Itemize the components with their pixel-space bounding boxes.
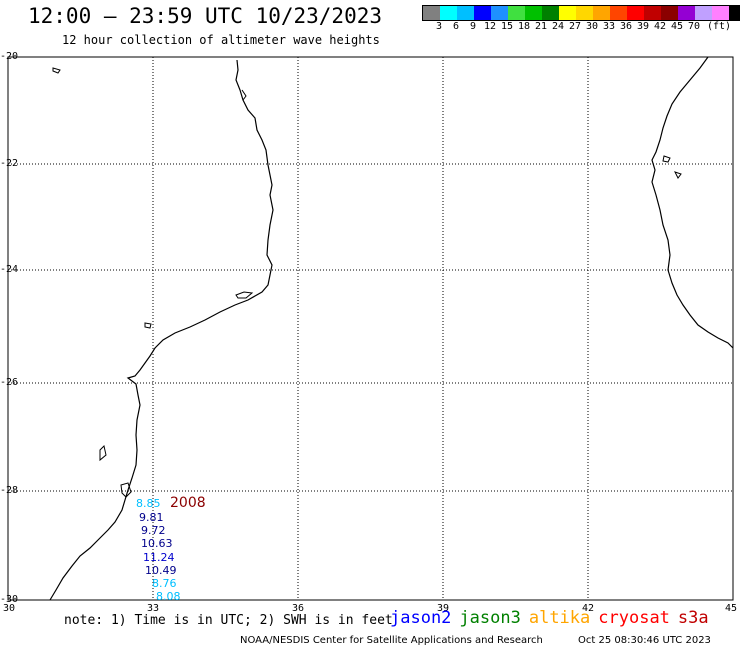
satellite-name: altika bbox=[528, 608, 591, 628]
colorbar-swatch bbox=[508, 6, 525, 20]
coastline-bay-detail bbox=[241, 89, 247, 101]
wave-height-value: 11.24 bbox=[143, 551, 175, 564]
colorbar-label: 9 bbox=[469, 21, 477, 32]
lon-label: 45 bbox=[725, 603, 738, 614]
lat-label: -20 bbox=[0, 51, 19, 62]
footer-note: note: 1) Time is in UTC; 2) SWH is in fe… bbox=[64, 613, 393, 628]
map-frame bbox=[7, 56, 734, 601]
colorbar-swatch bbox=[593, 6, 610, 20]
colorbar-label: 15 bbox=[500, 21, 514, 32]
colorbar-label: 30 bbox=[585, 21, 599, 32]
generated-timestamp: Oct 25 08:30:46 UTC 2023 bbox=[578, 635, 711, 646]
lat-label: -26 bbox=[0, 377, 19, 388]
lat-label: -22 bbox=[0, 158, 19, 169]
colorbar-swatch bbox=[474, 6, 491, 20]
wave-height-value: 9.81 bbox=[139, 511, 164, 524]
wave-height-value: 8.08 bbox=[156, 590, 181, 603]
colorbar-label: 21 bbox=[534, 21, 548, 32]
lon-label: 30 bbox=[3, 603, 16, 614]
colorbar-swatch bbox=[627, 6, 644, 20]
island-madagascar-detail bbox=[674, 171, 682, 179]
wave-height-value: 10.63 bbox=[141, 537, 173, 550]
lon-label: 42 bbox=[582, 603, 595, 614]
lon-label: 36 bbox=[292, 603, 305, 614]
satellite-name: cryosat bbox=[598, 608, 670, 628]
colorbar-swatch bbox=[695, 6, 712, 20]
island-small-2 bbox=[144, 322, 152, 329]
wave-height-value: 10.49 bbox=[145, 564, 177, 577]
colorbar-label: 33 bbox=[602, 21, 616, 32]
lake-kariba-outline bbox=[235, 291, 254, 299]
colorbar-swatch bbox=[457, 6, 474, 20]
coastline-richards-bay bbox=[120, 482, 132, 498]
colorbar-label: 70 bbox=[687, 21, 701, 32]
coastline-natal-lagoon bbox=[99, 445, 107, 462]
island-madagascar-west bbox=[662, 155, 671, 163]
coastline-madagascar bbox=[651, 56, 734, 349]
colorbar-label: 27 bbox=[568, 21, 582, 32]
colorbar-swatch bbox=[440, 6, 457, 20]
lon-label: 39 bbox=[437, 603, 450, 614]
colorbar-swatch bbox=[661, 6, 678, 20]
satellite-name: s3a bbox=[677, 608, 709, 628]
colorbar-swatch bbox=[559, 6, 576, 20]
colorbar-label: 39 bbox=[636, 21, 650, 32]
credit-line: NOAA/NESDIS Center for Satellite Applica… bbox=[240, 635, 543, 646]
colorbar-swatch bbox=[576, 6, 593, 20]
colorbar-label: 45 bbox=[670, 21, 684, 32]
map-subtitle: 12 hour collection of altimeter wave hei… bbox=[62, 33, 380, 47]
colorbar-swatch bbox=[525, 6, 542, 20]
satellite-name: jason2 bbox=[390, 608, 452, 628]
colorbar-swatch bbox=[542, 6, 559, 20]
colorbar-swatch bbox=[678, 6, 695, 20]
colorbar-label: 42 bbox=[653, 21, 667, 32]
wave-height-colorbar bbox=[422, 5, 740, 21]
colorbar-swatch bbox=[729, 6, 740, 20]
graticule bbox=[8, 57, 733, 600]
colorbar-swatch bbox=[610, 6, 627, 20]
lat-label: -28 bbox=[0, 485, 19, 496]
lat-label: -30 bbox=[0, 594, 19, 605]
colorbar-label: (ft) bbox=[706, 21, 732, 32]
wave-height-value: 9.72 bbox=[141, 524, 166, 537]
colorbar-label: 18 bbox=[517, 21, 531, 32]
wave-height-value: 8.85 bbox=[136, 497, 161, 510]
colorbar-label: 36 bbox=[619, 21, 633, 32]
colorbar-swatch bbox=[423, 6, 440, 20]
colorbar-label: 3 bbox=[435, 21, 443, 32]
island-small-1 bbox=[52, 67, 61, 74]
colorbar-swatch bbox=[644, 6, 661, 20]
satellite-name: jason3 bbox=[459, 608, 521, 628]
lat-label: -24 bbox=[0, 264, 19, 275]
coastline-mozambique bbox=[49, 59, 274, 601]
colorbar-swatch bbox=[712, 6, 729, 20]
track-label: 2008 bbox=[170, 495, 206, 511]
map-title: 12:00 – 23:59 UTC 10/23/2023 bbox=[28, 4, 383, 28]
colorbar-label: 6 bbox=[452, 21, 460, 32]
colorbar-label: 24 bbox=[551, 21, 565, 32]
colorbar-swatch bbox=[491, 6, 508, 20]
lon-label: 33 bbox=[147, 603, 160, 614]
wave-height-value: 8.76 bbox=[152, 577, 177, 590]
colorbar-label: 12 bbox=[483, 21, 497, 32]
satellite-legend: jason2 jason3 altika cryosat s3a bbox=[390, 608, 717, 628]
